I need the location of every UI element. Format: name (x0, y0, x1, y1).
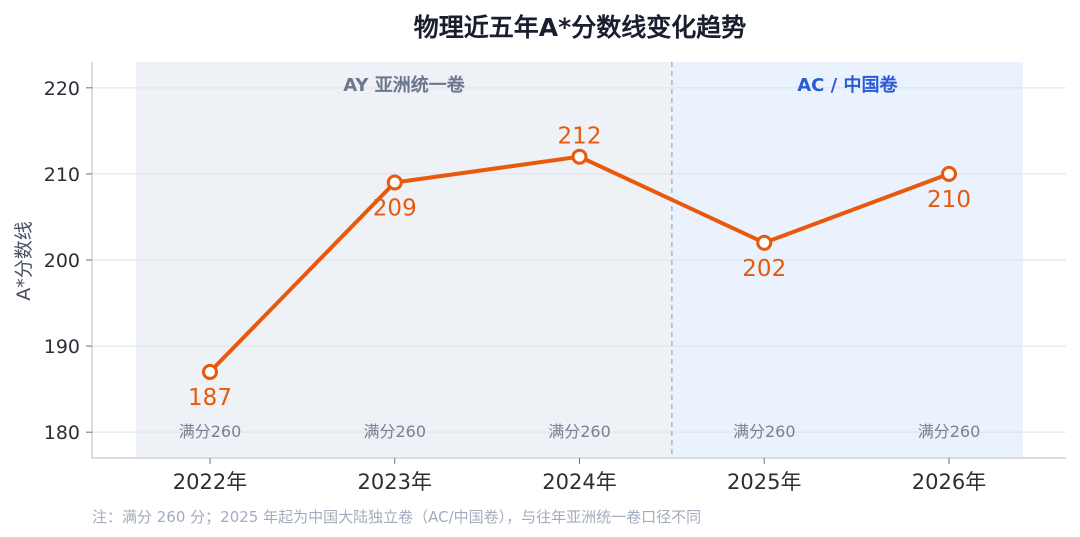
data-label: 209 (373, 196, 417, 222)
y-axis-label: A*分数线 (13, 221, 35, 301)
data-point (571, 148, 588, 165)
data-label: 210 (927, 187, 971, 213)
data-label: 212 (558, 124, 602, 150)
x-tick-label: 2025年 (727, 470, 801, 494)
full-score-label: 满分260 (733, 422, 796, 441)
region-label: AC / 中国卷 (797, 74, 898, 96)
y-tick-label: 220 (44, 78, 80, 100)
full-score-label: 满分260 (179, 422, 242, 441)
tick-labels: 180 190 200 210 220 2022年 2023年 2024年 2025年 2026年 (44, 78, 986, 494)
x-tick-label: 2023年 (358, 470, 432, 494)
x-tick-label: 2026年 (912, 470, 986, 494)
chart-title: 物理近五年A*分数线变化趋势 (414, 13, 746, 42)
data-label: 202 (742, 256, 786, 282)
full-score-label: 满分260 (548, 422, 611, 441)
y-tick-label: 210 (44, 164, 80, 186)
series (202, 148, 957, 380)
full-score-labels: 满分260 满分260 满分260 满分260 满分260 (179, 422, 981, 441)
y-tick-label: 190 (44, 336, 80, 358)
y-tick-label: 180 (44, 422, 80, 444)
x-tick-label: 2022年 (173, 470, 247, 494)
data-point (202, 363, 218, 380)
footnote: 注：满分 260 分；2025 年起为中国大陆独立卷（AC/中国卷），与往年亚洲… (92, 508, 701, 526)
full-score-label: 满分260 (918, 422, 981, 441)
data-labels: 187 209 212 202 210 (188, 124, 971, 411)
data-label: 187 (188, 385, 232, 411)
data-point (941, 165, 957, 182)
y-tick-label: 200 (44, 250, 80, 272)
region-labels: AY 亚洲统一卷 AC / 中国卷 (343, 74, 898, 96)
full-score-label: 满分260 (363, 422, 426, 441)
data-point (756, 234, 773, 251)
region-label: AY 亚洲统一卷 (343, 74, 466, 96)
grid-lines (92, 87, 1066, 433)
data-point (386, 174, 403, 191)
x-tick-label: 2024年 (542, 470, 616, 494)
